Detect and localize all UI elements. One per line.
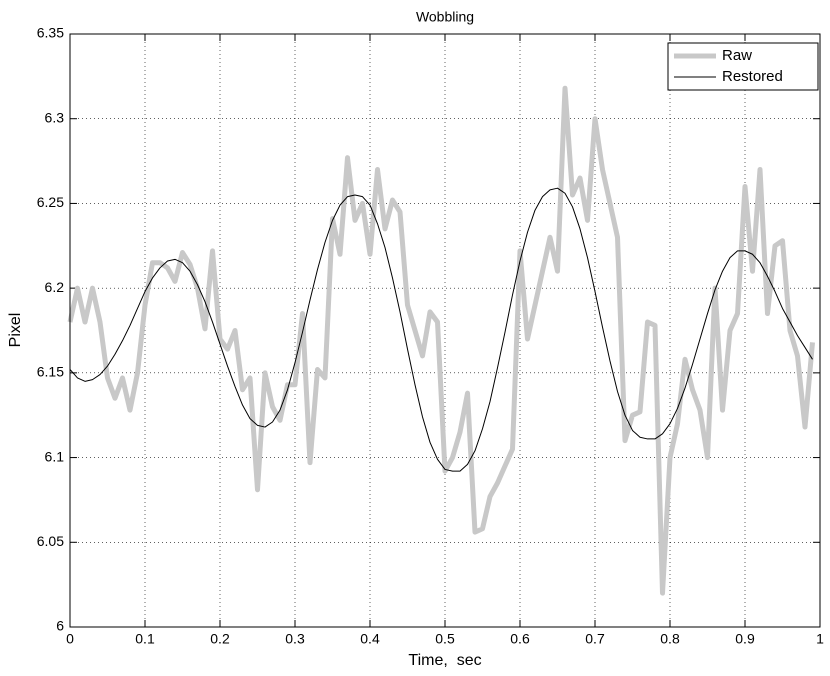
- legend-box: [667, 42, 819, 91]
- y-tick-label: 6.3: [45, 109, 65, 125]
- y-tick-label: 6: [56, 618, 64, 634]
- y-tick-label: 6.1: [45, 448, 65, 464]
- x-tick-label: 0.7: [585, 631, 605, 647]
- y-tick-label: 6.2: [45, 279, 65, 295]
- legend-label: Raw: [722, 47, 752, 64]
- series-line: [67, 85, 815, 596]
- series-line: [69, 187, 813, 472]
- y-tick-label: 6.15: [37, 364, 64, 380]
- chart-title: Wobbling: [416, 9, 474, 25]
- x-axis-label: Time, sec: [408, 652, 481, 669]
- x-tick-label: 0.6: [510, 631, 530, 647]
- x-tick-label: 0.4: [360, 631, 380, 647]
- y-tick-label: 6.35: [37, 25, 64, 41]
- x-tick-label: 0.1: [135, 631, 155, 647]
- y-tick-label: 6.05: [37, 533, 64, 549]
- axes-box: [69, 33, 821, 628]
- x-tick-label: 0: [66, 631, 74, 647]
- x-tick-label: 0.9: [735, 631, 755, 647]
- x-tick-label: 0.5: [435, 631, 455, 647]
- x-tick-label: 0.3: [285, 631, 305, 647]
- x-tick-label: 0.2: [210, 631, 230, 647]
- x-tick-label: 1: [816, 631, 824, 647]
- legend-label: Restored: [722, 68, 783, 85]
- y-axis-label: Pixel: [7, 313, 24, 348]
- y-tick-label: 6.25: [37, 194, 64, 210]
- x-tick-label: 0.8: [660, 631, 680, 647]
